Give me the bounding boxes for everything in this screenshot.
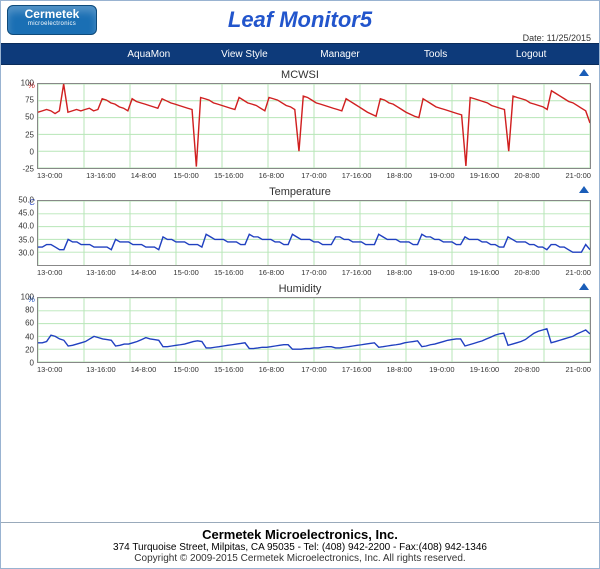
x-tick-label: 19-16:00 [463, 171, 506, 180]
x-tick-label: 15-16:00 [207, 171, 250, 180]
x-tick-label: 16-8:00 [250, 365, 293, 374]
chart-title-humidity: Humidity [9, 283, 591, 295]
y-tick-label: 40 [25, 332, 34, 341]
chart-title-temperature: Temperature [9, 186, 591, 198]
footer-address: 374 Turquoise Street, Milpitas, CA 95035… [1, 542, 599, 553]
collapse-icon[interactable] [579, 283, 589, 290]
chart-mcwsi: MCWSI%-25025507510013-0:0013-16:0014-8:0… [9, 69, 591, 180]
x-tick-label: 18-8:00 [378, 171, 421, 180]
plot-area [37, 297, 591, 363]
x-tick-label: 17-0:00 [293, 171, 336, 180]
y-tick-label: 60 [25, 319, 34, 328]
y-tick-label: 40.0 [18, 222, 34, 231]
x-axis: 13-0:0013-16:0014-8:0015-0:0015-16:0016-… [37, 365, 591, 374]
menu-manager[interactable]: Manager [292, 49, 388, 60]
x-tick-label: 14-8:00 [122, 365, 165, 374]
x-tick-label: 13-16:00 [80, 365, 123, 374]
y-tick-label: 0 [30, 359, 34, 368]
chart-wrap: C30.035.040.045.050.0 [9, 200, 591, 266]
x-tick-label: 13-16:00 [80, 268, 123, 277]
footer-copyright: Copyright © 2009-2015 Cermetek Microelec… [1, 553, 599, 564]
x-tick-label: 13-16:00 [80, 171, 123, 180]
y-tick-label: 35.0 [18, 235, 34, 244]
x-tick-label: 13-0:00 [37, 171, 80, 180]
menu-view-style[interactable]: View Style [197, 49, 293, 60]
x-tick-label: 13-0:00 [37, 268, 80, 277]
x-tick-label: 17-16:00 [335, 171, 378, 180]
menu-aquamon[interactable]: AquaMon [101, 49, 197, 60]
x-tick-label: 21-0:00 [548, 268, 591, 277]
x-tick-label: 18-8:00 [378, 365, 421, 374]
y-tick-label: 75 [25, 96, 34, 105]
collapse-icon[interactable] [579, 69, 589, 76]
y-tick-label: 80 [25, 306, 34, 315]
y-tick-label: 30.0 [18, 248, 34, 257]
x-tick-label: 14-8:00 [122, 171, 165, 180]
x-tick-label: 13-0:00 [37, 365, 80, 374]
x-tick-label: 20-8:00 [506, 171, 549, 180]
x-tick-label: 20-8:00 [506, 268, 549, 277]
y-tick-label: 50.0 [18, 196, 34, 205]
x-tick-label: 21-0:00 [548, 365, 591, 374]
x-tick-label: 14-8:00 [122, 268, 165, 277]
logo-line2: microelectronics [8, 21, 96, 28]
logo-badge: Cermetek microelectronics [7, 5, 97, 35]
x-tick-label: 18-8:00 [378, 268, 421, 277]
x-tick-label: 15-0:00 [165, 268, 208, 277]
y-tick-label: 100 [21, 79, 34, 88]
menu-logout[interactable]: Logout [483, 49, 579, 60]
x-tick-label: 19-0:00 [420, 268, 463, 277]
y-tick-label: -25 [22, 165, 34, 174]
x-tick-label: 19-16:00 [463, 268, 506, 277]
header: Cermetek microelectronics Leaf Monitor5 … [1, 1, 599, 43]
x-axis: 13-0:0013-16:0014-8:0015-0:0015-16:0016-… [37, 171, 591, 180]
menu-tools[interactable]: Tools [388, 49, 484, 60]
y-axis: %020406080100 [9, 297, 37, 363]
footer: Cermetek Microelectronics, Inc. 374 Turq… [1, 522, 599, 564]
x-axis: 13-0:0013-16:0014-8:0015-0:0015-16:0016-… [37, 268, 591, 277]
y-axis: C30.035.040.045.050.0 [9, 200, 37, 266]
chart-humidity: Humidity%02040608010013-0:0013-16:0014-8… [9, 283, 591, 374]
charts-area: MCWSI%-25025507510013-0:0013-16:0014-8:0… [1, 65, 599, 382]
plot-area [37, 83, 591, 169]
collapse-icon[interactable] [579, 186, 589, 193]
x-tick-label: 15-16:00 [207, 365, 250, 374]
x-tick-label: 16-8:00 [250, 171, 293, 180]
x-tick-label: 15-16:00 [207, 268, 250, 277]
x-tick-label: 17-16:00 [335, 365, 378, 374]
x-tick-label: 16-8:00 [250, 268, 293, 277]
x-tick-label: 17-0:00 [293, 268, 336, 277]
x-tick-label: 17-16:00 [335, 268, 378, 277]
menubar: AquaMon View Style Manager Tools Logout [1, 43, 599, 65]
y-tick-label: 0 [30, 147, 34, 156]
y-tick-label: 100 [21, 293, 34, 302]
plot-area [37, 200, 591, 266]
chart-wrap: %-250255075100 [9, 83, 591, 169]
x-tick-label: 19-0:00 [420, 365, 463, 374]
x-tick-label: 21-0:00 [548, 171, 591, 180]
y-axis: %-250255075100 [9, 83, 37, 169]
y-tick-label: 25 [25, 130, 34, 139]
x-tick-label: 19-0:00 [420, 171, 463, 180]
y-tick-label: 20 [25, 345, 34, 354]
y-tick-label: 45.0 [18, 209, 34, 218]
chart-wrap: %020406080100 [9, 297, 591, 363]
x-tick-label: 20-8:00 [506, 365, 549, 374]
chart-title-mcwsi: MCWSI [9, 69, 591, 81]
chart-temperature: TemperatureC30.035.040.045.050.013-0:001… [9, 186, 591, 277]
date-label: Date: 11/25/2015 [523, 33, 591, 43]
logo-line1: Cermetek [8, 8, 96, 21]
app-window: Cermetek microelectronics Leaf Monitor5 … [0, 0, 600, 569]
y-tick-label: 50 [25, 113, 34, 122]
x-tick-label: 15-0:00 [165, 365, 208, 374]
x-tick-label: 19-16:00 [463, 365, 506, 374]
x-tick-label: 17-0:00 [293, 365, 336, 374]
x-tick-label: 15-0:00 [165, 171, 208, 180]
footer-company: Cermetek Microelectronics, Inc. [1, 527, 599, 542]
